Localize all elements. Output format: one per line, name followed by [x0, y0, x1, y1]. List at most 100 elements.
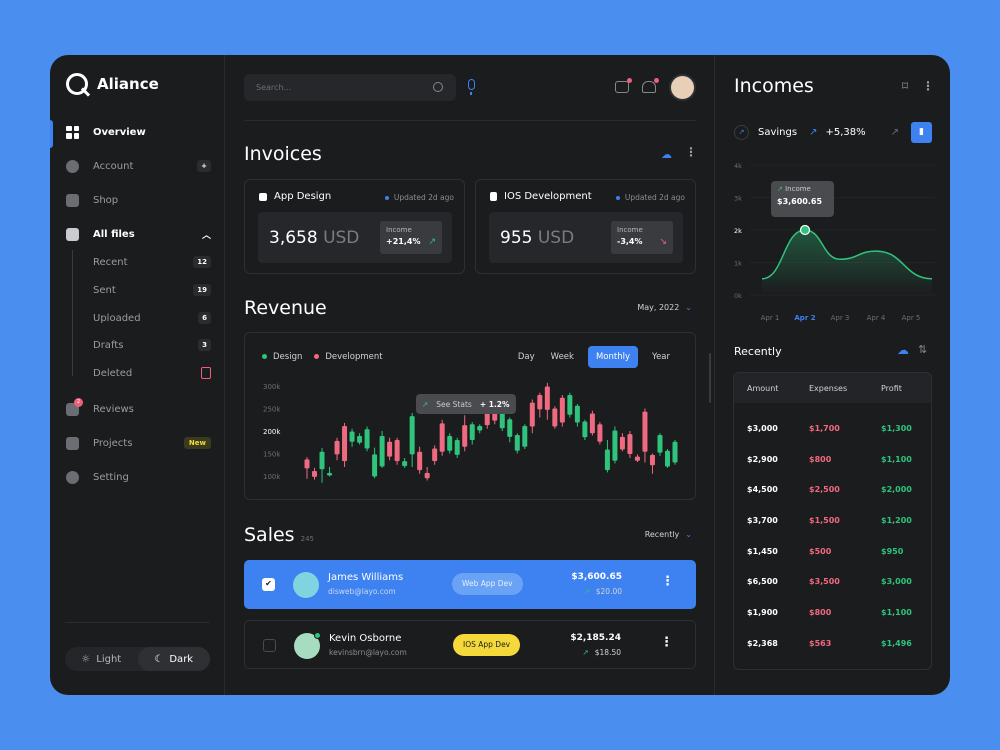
files-item-uploaded[interactable]: Uploaded 6	[93, 310, 211, 326]
profit-cell: $2,000	[881, 485, 912, 495]
revenue-title: Revenue	[244, 297, 327, 319]
files-item-sent[interactable]: Sent 19	[93, 282, 211, 298]
line-chart-toggle-icon[interactable]: ↗	[890, 127, 899, 138]
income-label: Income	[617, 226, 643, 234]
candle-development	[304, 459, 310, 469]
x-tick-label: Apr 5	[902, 314, 921, 322]
more-options-icon[interactable]: ⋮	[660, 635, 673, 650]
tooltip-value: $3,600.65	[777, 197, 823, 206]
candle-development	[424, 472, 430, 479]
candle-design	[454, 440, 460, 455]
sort-dropdown[interactable]: Recently ⌄	[645, 529, 692, 540]
document-icon: 2	[66, 397, 83, 416]
sub-label: Recent	[93, 256, 128, 268]
search-icon[interactable]	[433, 82, 443, 92]
tooltip-label[interactable]: See Stats	[436, 399, 472, 409]
trend-up-icon: ↗	[809, 127, 818, 138]
microphone-icon[interactable]	[468, 79, 475, 95]
row-checkbox[interactable]: ✔	[262, 578, 275, 591]
logo[interactable]: Aliance	[66, 73, 159, 95]
sidebar-item-overview[interactable]: Overview	[66, 122, 211, 142]
candle-development	[642, 411, 648, 452]
table-row[interactable]: $1,450 $500 $950	[734, 536, 931, 567]
dark-mode-button[interactable]: ☾ Dark	[137, 647, 210, 671]
table-row[interactable]: $4,500 $2,500 $2,000	[734, 474, 931, 505]
shopping-bag-icon	[66, 193, 79, 207]
sales-title-text: Sales	[244, 524, 295, 546]
cloud-upload-icon[interactable]: ☁	[897, 343, 909, 357]
sidebar-item-reviews[interactable]: 2 Reviews	[66, 397, 211, 419]
invoice-card-ios-development[interactable]: IOS Development Updated 2d ago 955 USD I…	[475, 179, 696, 274]
user-plus-icon	[66, 159, 79, 173]
candle-design	[379, 435, 385, 467]
candle-development	[597, 424, 603, 442]
candle-development	[417, 451, 423, 471]
scrollbar[interactable]	[709, 353, 711, 403]
candle-design	[514, 435, 520, 451]
chevron-up-icon[interactable]: ︿	[201, 230, 211, 241]
arrow-up-icon: ↗	[583, 587, 590, 596]
sort-value: Recently	[644, 530, 680, 539]
cloud-upload-icon[interactable]: ☁	[661, 148, 672, 161]
trend-up-icon: ↗	[428, 237, 436, 247]
income-tooltip: ↗ Income $3,600.65	[771, 181, 834, 217]
chevron-down-icon: ⌄	[685, 530, 692, 539]
candle-design	[604, 449, 610, 471]
tab-year[interactable]: Year	[652, 352, 670, 362]
candle-development	[387, 441, 393, 457]
profit-cell: $1,300	[881, 423, 912, 433]
tab-day[interactable]: Day	[517, 352, 535, 362]
files-item-drafts[interactable]: Drafts 3	[93, 337, 211, 353]
row-checkbox[interactable]	[263, 639, 276, 652]
more-options-icon[interactable]: ⋮	[661, 574, 674, 589]
bell-icon[interactable]	[642, 78, 659, 93]
more-icon[interactable]: ⋮	[922, 79, 934, 93]
sales-title: Sales 245	[244, 524, 314, 546]
candle-development	[529, 402, 535, 427]
files-item-recent[interactable]: Recent 12	[93, 254, 211, 270]
period-dropdown[interactable]: May, 2022 ⌄	[637, 302, 692, 313]
light-mode-button[interactable]: ☼ Light	[65, 647, 138, 671]
sidebar-item-setting[interactable]: Setting	[66, 467, 211, 487]
table-row[interactable]: $3,000 $1,700 $1,300	[734, 413, 931, 444]
table-row[interactable]: $3,700 $1,500 $1,200	[734, 505, 931, 536]
bar-chart-toggle-button[interactable]: ▮	[911, 122, 932, 143]
tab-monthly[interactable]: Monthly	[587, 346, 638, 368]
mail-icon[interactable]	[615, 78, 632, 93]
table-row[interactable]: $2,368 $563 $1,496	[734, 628, 931, 659]
nav-label: Projects	[93, 437, 133, 449]
amount-cell: $1,900	[747, 607, 778, 617]
sales-row[interactable]: ✔ James Williams disweb@layo.com Web App…	[244, 560, 696, 609]
search-input[interactable]: Search...	[244, 74, 456, 101]
invoice-card-app-design[interactable]: App Design Updated 2d ago 3,658 USD Inco…	[244, 179, 465, 274]
income-change: -3,4%	[617, 237, 643, 246]
new-badge: New	[183, 437, 211, 449]
files-item-deleted[interactable]: Deleted	[93, 365, 211, 381]
col-profit[interactable]: Profit	[881, 383, 902, 393]
sidebar-item-projects[interactable]: Projects New	[66, 433, 211, 453]
sidebar-item-shop[interactable]: Shop	[66, 190, 211, 210]
expenses-cell: $1,700	[809, 423, 840, 433]
table-row[interactable]: $6,500 $3,500 $3,000	[734, 566, 931, 597]
sidebar-item-account[interactable]: Account +	[66, 156, 211, 176]
col-amount[interactable]: Amount	[747, 383, 779, 393]
table-row[interactable]: $2,900 $800 $1,100	[734, 444, 931, 475]
sub-label: Sent	[93, 284, 116, 296]
col-expenses[interactable]: Expenses	[809, 383, 848, 393]
y-tick-label: 200k	[263, 428, 281, 436]
add-account-button[interactable]: +	[197, 160, 211, 172]
tab-week[interactable]: Week	[550, 352, 574, 362]
table-row[interactable]: $1,900 $800 $1,100	[734, 597, 931, 628]
arrow-up-icon: ↗	[582, 648, 589, 657]
sidebar-item-all-files[interactable]: All files ︿	[66, 224, 211, 244]
profit-cell: $1,100	[881, 454, 912, 464]
bookmark-icon[interactable]: ⌑	[901, 79, 908, 93]
savings-row: ↗ Savings ↗ +5,38% ↗ ▮	[734, 122, 932, 143]
more-icon[interactable]: ⋮	[685, 145, 697, 159]
sales-row[interactable]: Kevin Osborne kevinsbrn@layo.com IOS App…	[244, 620, 696, 669]
user-avatar[interactable]	[669, 74, 696, 101]
expenses-cell: $2,500	[809, 485, 840, 495]
expenses-cell: $1,500	[809, 515, 840, 525]
profit-cell: $950	[881, 546, 904, 556]
sort-icon[interactable]: ⇅	[918, 343, 928, 356]
